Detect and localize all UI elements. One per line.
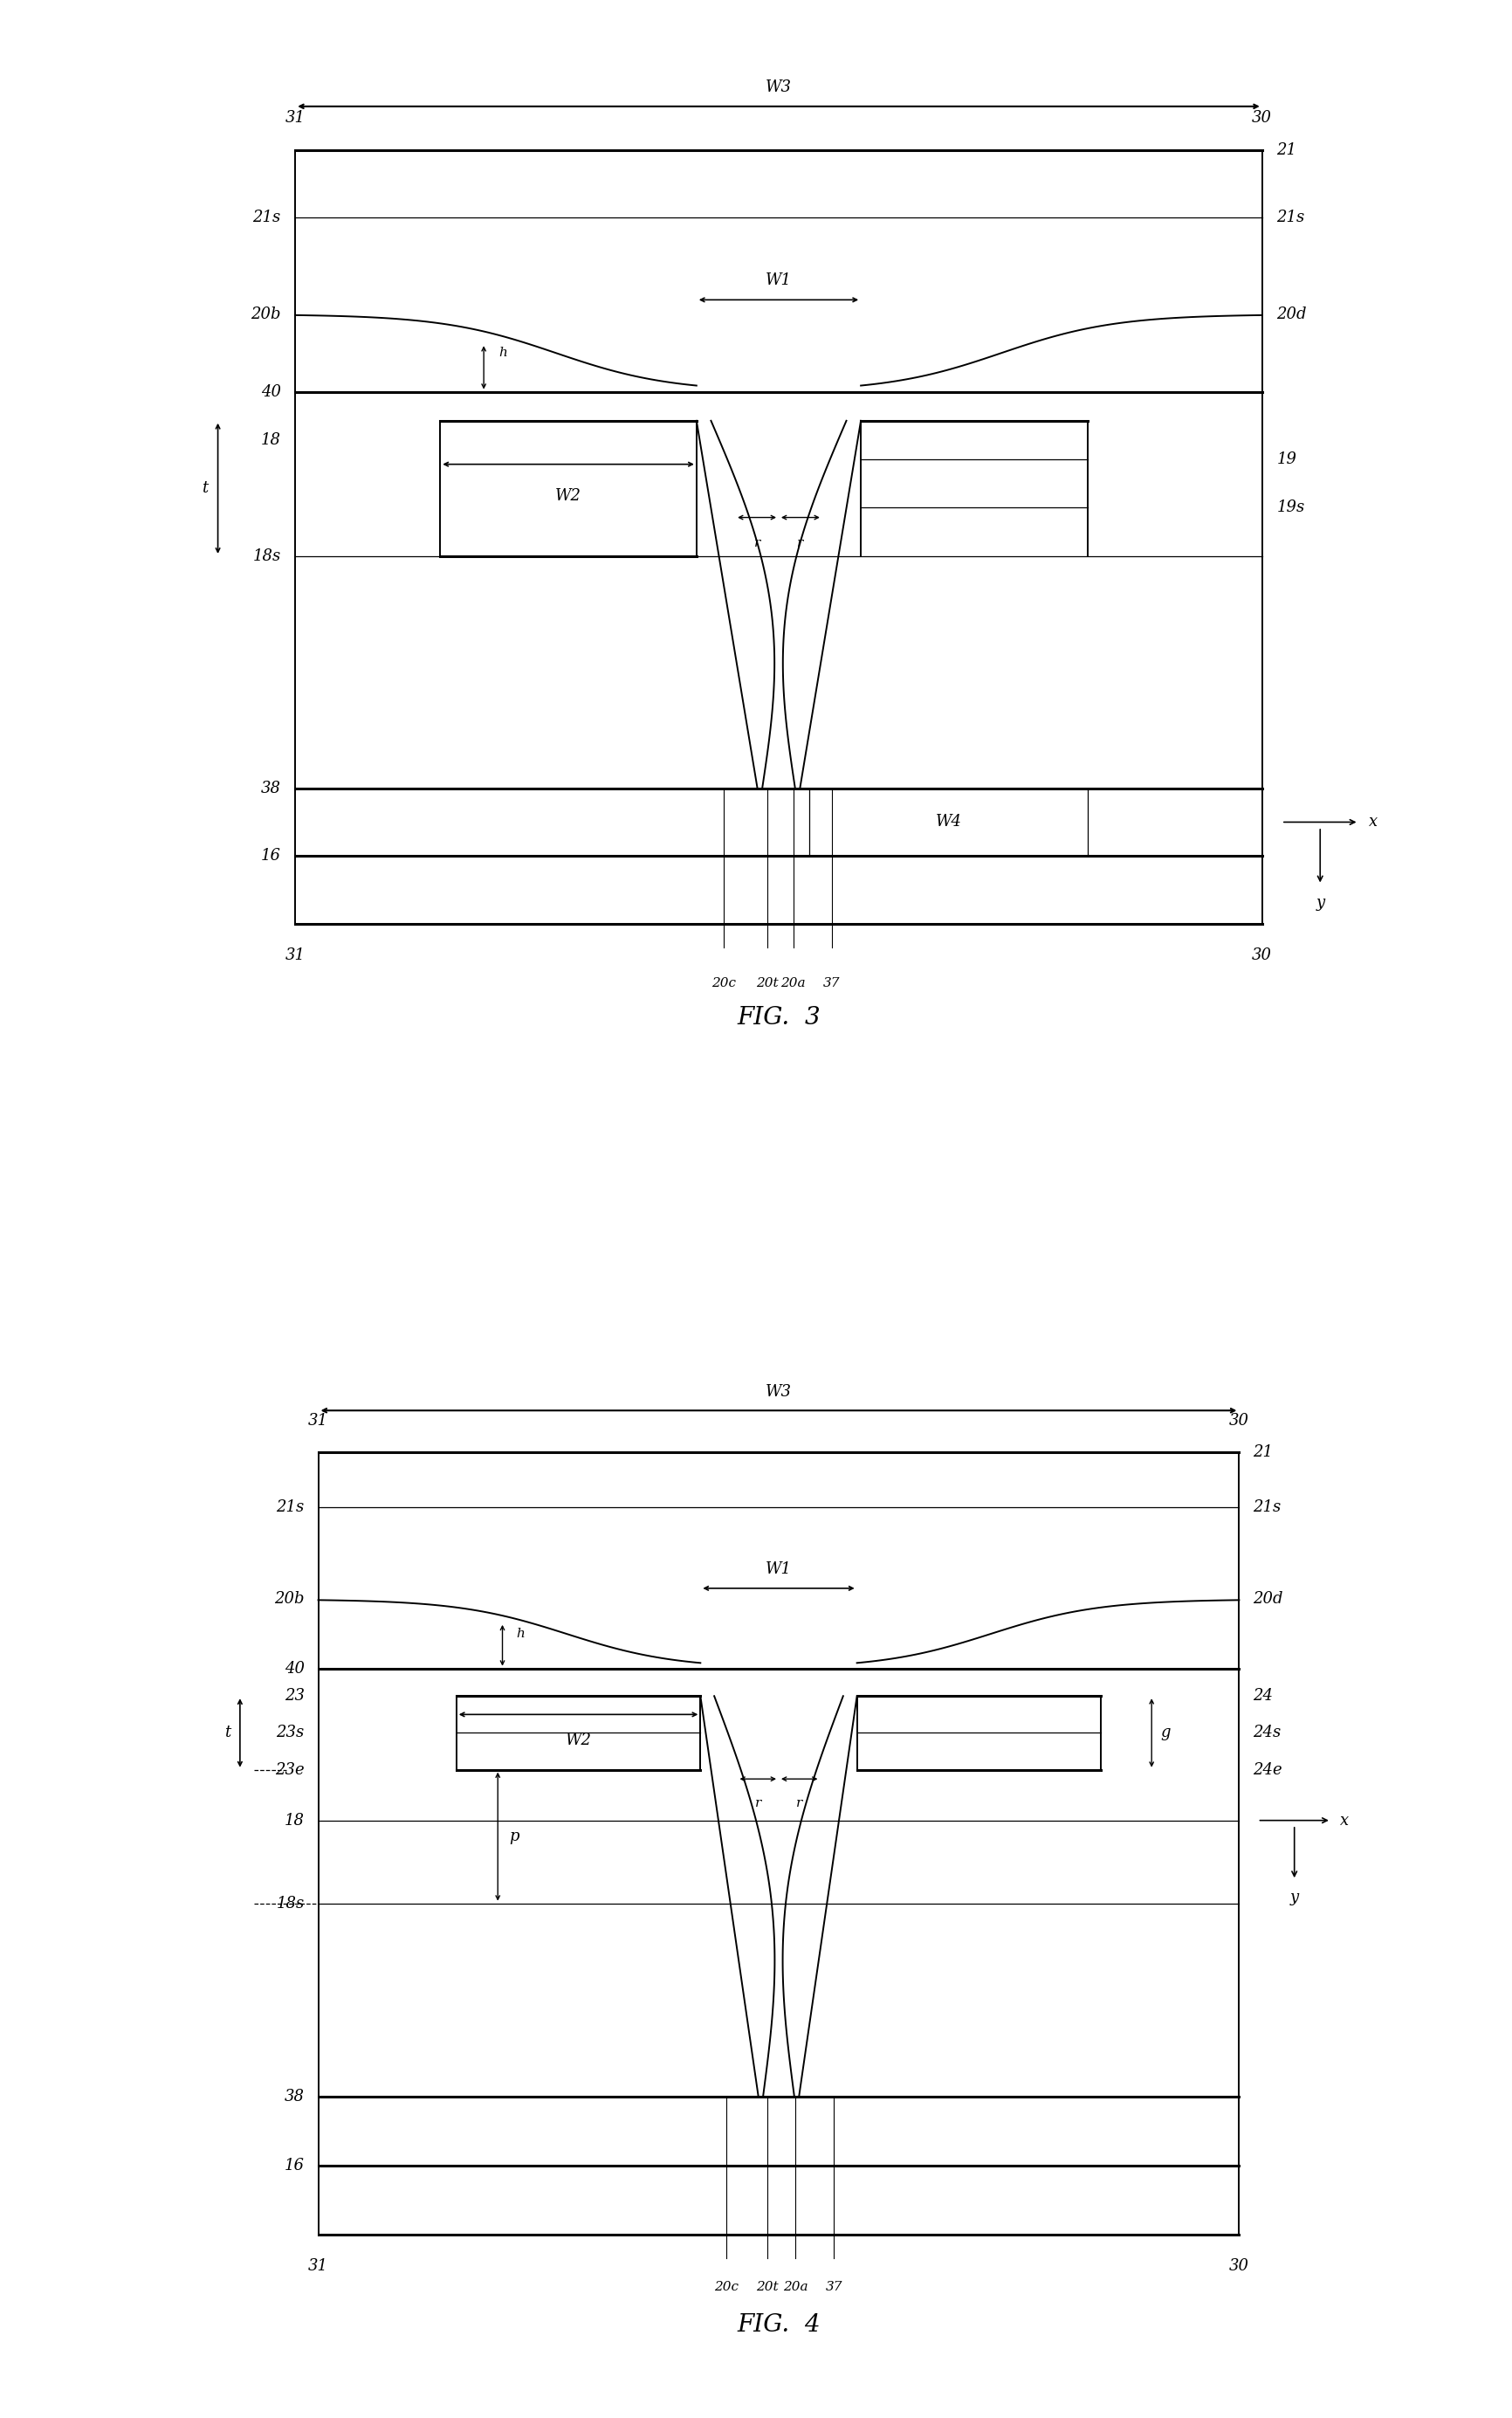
Text: 20b: 20b: [274, 1591, 304, 1608]
Text: 30: 30: [1252, 948, 1272, 965]
Text: 19: 19: [1276, 452, 1297, 467]
Text: 20a: 20a: [780, 977, 806, 989]
Text: 30: 30: [1229, 1412, 1249, 1429]
Text: 37: 37: [826, 2280, 842, 2292]
Text: r: r: [797, 1797, 803, 1809]
Text: 20t: 20t: [756, 2280, 779, 2292]
Text: y: y: [1290, 1888, 1299, 1905]
Text: W4: W4: [936, 815, 962, 829]
Text: 16: 16: [284, 2157, 304, 2174]
Text: x: x: [1341, 1814, 1349, 1828]
Text: x: x: [1368, 815, 1377, 829]
Text: 21s: 21s: [253, 210, 281, 225]
Text: 20d: 20d: [1276, 307, 1306, 322]
Text: 21s: 21s: [277, 1499, 304, 1516]
Text: 16: 16: [260, 849, 281, 863]
Text: FIG.  3: FIG. 3: [736, 1006, 821, 1030]
Text: 20a: 20a: [783, 2280, 807, 2292]
Text: 20t: 20t: [756, 977, 779, 989]
Text: p: p: [510, 1828, 519, 1845]
Text: 20d: 20d: [1253, 1591, 1284, 1608]
Text: 30: 30: [1252, 109, 1272, 126]
Text: h: h: [516, 1627, 525, 1639]
Text: 40: 40: [284, 1661, 304, 1676]
Text: 20c: 20c: [714, 2280, 738, 2292]
Text: t: t: [203, 481, 209, 496]
Text: 21s: 21s: [1276, 210, 1305, 225]
Text: 38: 38: [284, 2089, 304, 2104]
Text: 18: 18: [284, 1814, 304, 1828]
Text: t: t: [224, 1724, 231, 1741]
Text: 24e: 24e: [1253, 1763, 1282, 1777]
Text: h: h: [499, 346, 507, 360]
Text: 31: 31: [286, 109, 305, 126]
Text: W3: W3: [765, 80, 792, 94]
Text: 21: 21: [1276, 143, 1297, 157]
Text: 31: 31: [308, 1412, 328, 1429]
Text: 21: 21: [1253, 1444, 1273, 1460]
Text: W3: W3: [765, 1383, 792, 1400]
Text: 23e: 23e: [275, 1763, 304, 1777]
Text: 18s: 18s: [277, 1896, 304, 1910]
Text: 18s: 18s: [253, 549, 281, 563]
Text: 18: 18: [260, 433, 281, 447]
Text: 20b: 20b: [251, 307, 281, 322]
Text: g: g: [1161, 1724, 1170, 1741]
Text: 24: 24: [1253, 1688, 1273, 1705]
Text: 30: 30: [1229, 2258, 1249, 2273]
Text: 19s: 19s: [1276, 501, 1305, 515]
Text: W1: W1: [765, 1562, 792, 1577]
Text: W1: W1: [765, 273, 792, 288]
Text: r: r: [754, 537, 761, 549]
Text: FIG.  4: FIG. 4: [736, 2314, 821, 2336]
Text: r: r: [797, 537, 803, 549]
Text: W2: W2: [555, 488, 582, 505]
Text: r: r: [754, 1797, 761, 1809]
Text: 38: 38: [260, 781, 281, 796]
Text: 20c: 20c: [711, 977, 736, 989]
Text: 40: 40: [260, 384, 281, 399]
Text: 21s: 21s: [1253, 1499, 1281, 1516]
Text: 31: 31: [286, 948, 305, 965]
Text: W2: W2: [565, 1734, 591, 1748]
Text: 31: 31: [308, 2258, 328, 2273]
Text: y: y: [1315, 895, 1325, 912]
Text: 37: 37: [824, 977, 841, 989]
Text: 24s: 24s: [1253, 1724, 1281, 1741]
Text: 23s: 23s: [277, 1724, 304, 1741]
Text: 23: 23: [284, 1688, 304, 1705]
